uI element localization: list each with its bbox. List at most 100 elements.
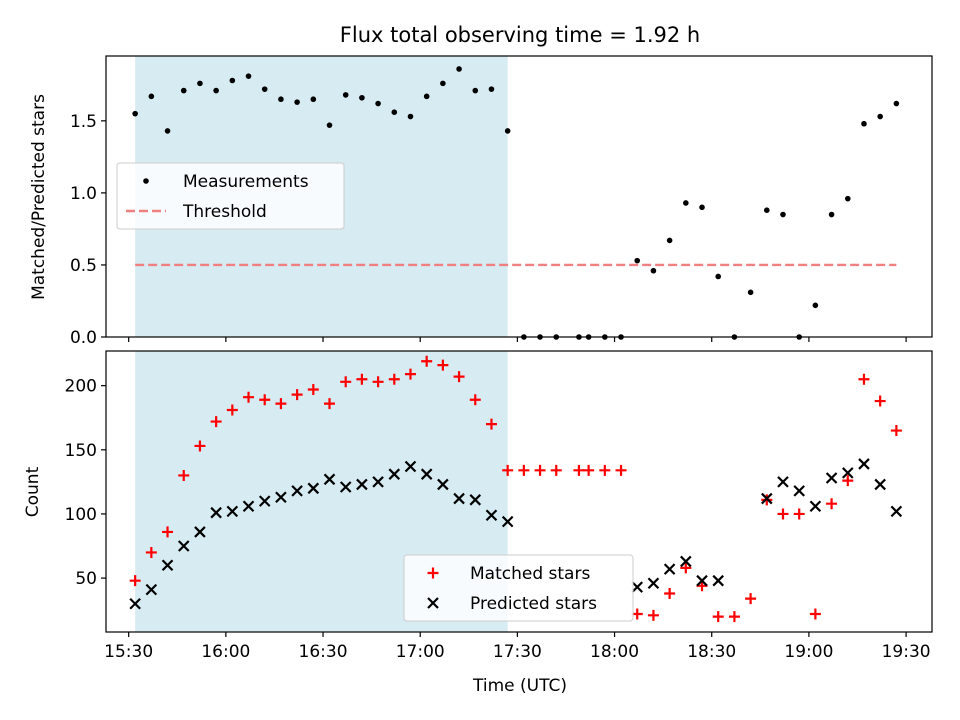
legend-box	[403, 554, 634, 622]
measurement-point	[488, 86, 495, 92]
matched-star-point	[826, 498, 838, 510]
predicted-star-point	[501, 515, 514, 528]
matched-star-point	[809, 608, 821, 620]
predicted-star-point	[177, 540, 190, 552]
matched-star-point	[502, 464, 514, 476]
predicted-star-point	[356, 478, 368, 491]
predicted-star-point	[339, 481, 352, 493]
matched-star-point	[453, 371, 465, 383]
predicted-star-point	[161, 559, 174, 572]
predicted-star-point	[712, 574, 724, 587]
matched-star-point	[647, 609, 659, 621]
bottom-series-predicted-stars	[129, 458, 903, 610]
measurement-point	[180, 87, 187, 94]
predicted-star-point	[874, 478, 886, 491]
matched-star-point	[680, 562, 692, 574]
measurement-point	[213, 87, 219, 94]
matched-star-point	[469, 394, 481, 406]
measurement-point	[326, 122, 333, 128]
matched-star-point	[145, 546, 157, 558]
top-axes-frame	[105, 55, 933, 338]
predicted-star-point	[777, 476, 789, 488]
measurement-point	[504, 128, 511, 134]
legend-predicted-swatch	[427, 597, 439, 609]
measurement-point	[861, 120, 867, 127]
predicted-star-point	[275, 491, 287, 504]
matched-star-point	[745, 593, 757, 605]
matched-star-point	[340, 376, 352, 388]
bottom-legend: Matched stars Predicted stars	[403, 554, 634, 622]
x-tick-label: 19:00	[784, 642, 833, 662]
predicted-star-point	[372, 476, 384, 488]
predicted-star-point	[761, 492, 773, 505]
measurement-point	[812, 302, 819, 309]
measurement-point	[245, 73, 252, 79]
bottom-axes-frame	[105, 350, 933, 633]
measurement-point	[261, 86, 268, 92]
matched-star-point	[324, 398, 336, 410]
measurement-point	[197, 80, 203, 87]
legend-measurement-swatch	[143, 178, 149, 184]
predicted-star-point	[858, 458, 870, 470]
predicted-star-point	[129, 597, 141, 610]
predicted-star-point	[226, 505, 239, 518]
predicted-star-point	[696, 574, 708, 587]
predicted-star-point	[631, 581, 644, 593]
predicted-star-point	[663, 563, 676, 575]
matched-star-point	[404, 368, 416, 380]
predicted-star-point	[809, 500, 822, 513]
matched-star-point	[890, 425, 902, 437]
measurement-point	[747, 289, 754, 296]
matched-star-point	[259, 394, 271, 406]
matched-star-point	[194, 440, 206, 452]
legend-label: Matched stars	[470, 564, 590, 584]
measurement-point	[440, 80, 446, 87]
measurement-point	[310, 96, 317, 103]
measurement-point	[407, 113, 414, 120]
matched-star-point	[518, 464, 530, 476]
predicted-star-point	[404, 460, 417, 473]
measurement-point	[877, 113, 883, 120]
measurement-point	[683, 200, 689, 206]
top-panel: 0.0 0.5 1.0 1.5 Measurements Threshold	[70, 55, 933, 348]
legend-label: Measurements	[183, 172, 309, 192]
matched-star-point	[599, 464, 611, 476]
predicted-star-point	[242, 500, 255, 513]
measurement-point	[764, 207, 770, 213]
measurement-point	[294, 99, 300, 105]
measurement-point	[844, 195, 851, 202]
bottom-y-tick-label: 100	[65, 505, 97, 525]
matched-star-point	[485, 418, 497, 430]
top-y-tick-label: 0.0	[70, 328, 97, 348]
top-y-tick-label: 0.5	[70, 256, 97, 276]
measurement-point	[472, 87, 479, 94]
top-y-axis-label: Matched/Predicted stars	[29, 94, 49, 300]
matched-star-point	[842, 475, 854, 487]
x-tick-label: 15:30	[104, 642, 153, 662]
measurement-point	[375, 100, 381, 107]
measurement-point	[132, 110, 138, 117]
predicted-star-point	[453, 492, 465, 505]
matched-star-point	[388, 373, 400, 385]
matched-star-point	[664, 588, 676, 600]
legend-matched-swatch	[427, 567, 439, 579]
measurement-point	[456, 66, 462, 72]
predicted-star-point	[388, 468, 401, 480]
matched-star-point	[275, 398, 287, 410]
predicted-star-point	[842, 467, 854, 479]
predicted-star-point	[793, 485, 805, 497]
matched-star-point	[573, 464, 585, 476]
measurement-point	[342, 92, 349, 98]
measurement-point	[828, 211, 835, 218]
matched-star-point	[858, 373, 870, 385]
measurement-point	[650, 267, 657, 274]
measurement-point	[164, 128, 171, 134]
matched-star-point	[550, 464, 562, 476]
matched-star-point	[437, 359, 449, 371]
bottom-series-matched-stars	[129, 355, 902, 623]
matched-star-point	[226, 404, 238, 416]
predicted-star-point	[825, 472, 838, 484]
measurement-point	[699, 204, 705, 211]
legend-box	[116, 162, 345, 230]
